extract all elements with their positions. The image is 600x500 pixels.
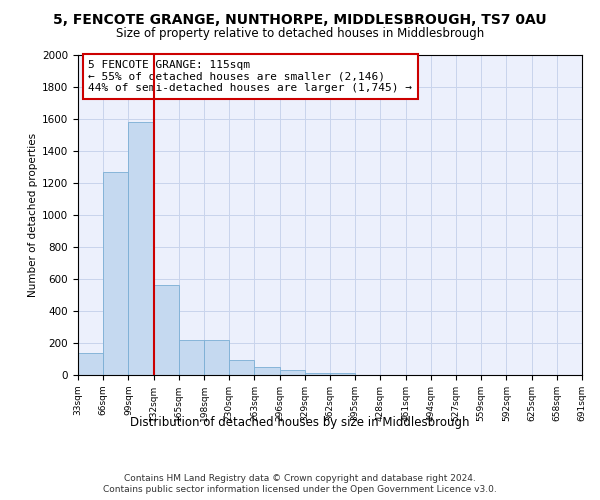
Text: Size of property relative to detached houses in Middlesbrough: Size of property relative to detached ho… (116, 28, 484, 40)
Text: 5, FENCOTE GRANGE, NUNTHORPE, MIDDLESBROUGH, TS7 0AU: 5, FENCOTE GRANGE, NUNTHORPE, MIDDLESBRO… (53, 12, 547, 26)
Bar (229, 360, 254, 375)
Bar (179, 340, 204, 375)
Bar (305, 372, 330, 375)
Bar (78, 352, 103, 375)
Bar (204, 340, 229, 375)
Bar (154, 286, 179, 375)
Bar (254, 367, 280, 375)
Y-axis label: Number of detached properties: Number of detached properties (28, 133, 38, 297)
Bar (128, 122, 154, 375)
Bar (103, 172, 128, 375)
Text: 5 FENCOTE GRANGE: 115sqm
← 55% of detached houses are smaller (2,146)
44% of sem: 5 FENCOTE GRANGE: 115sqm ← 55% of detach… (88, 60, 412, 93)
Bar (330, 372, 355, 375)
Text: Distribution of detached houses by size in Middlesbrough: Distribution of detached houses by size … (130, 416, 470, 429)
Bar (280, 370, 305, 375)
Text: Contains HM Land Registry data © Crown copyright and database right 2024.
Contai: Contains HM Land Registry data © Crown c… (103, 474, 497, 494)
